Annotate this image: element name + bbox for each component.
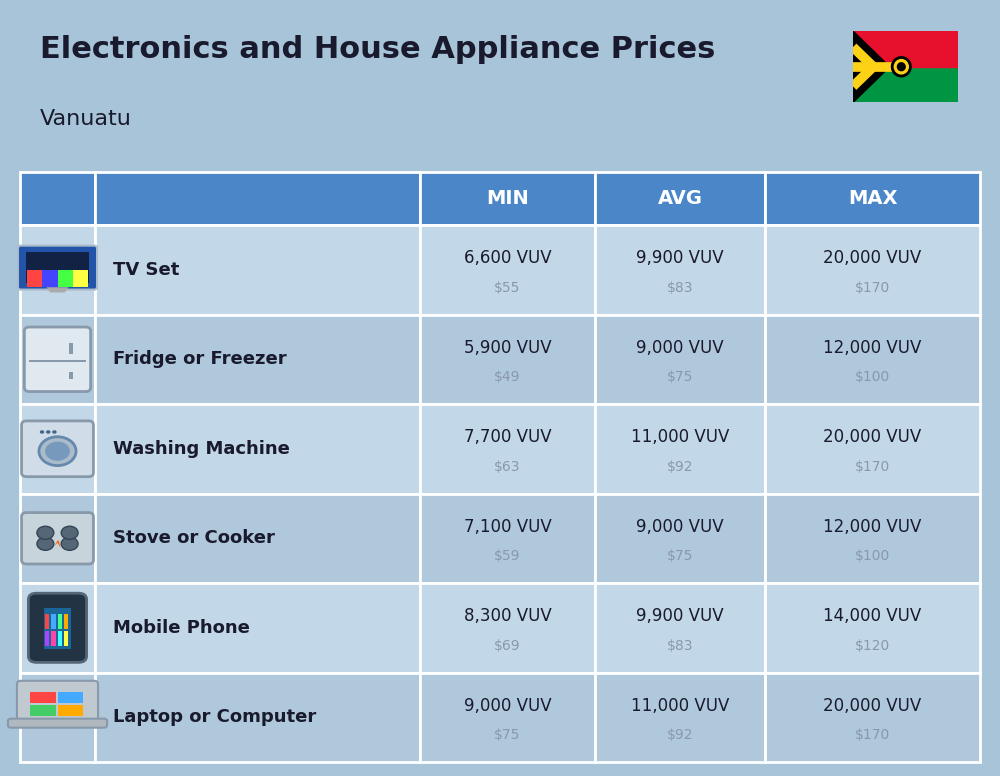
Text: $92: $92 <box>667 459 693 473</box>
Text: $69: $69 <box>494 639 521 653</box>
Text: 9,000 VUV: 9,000 VUV <box>636 518 724 535</box>
Text: 9,900 VUV: 9,900 VUV <box>636 607 724 625</box>
Text: Electronics and House Appliance Prices: Electronics and House Appliance Prices <box>40 35 715 64</box>
Text: 14,000 VUV: 14,000 VUV <box>823 607 922 625</box>
Text: 8,300 VUV: 8,300 VUV <box>464 607 551 625</box>
Polygon shape <box>853 31 890 102</box>
Text: $59: $59 <box>494 549 521 563</box>
Text: 9,900 VUV: 9,900 VUV <box>636 249 724 267</box>
Text: 7,100 VUV: 7,100 VUV <box>464 518 551 535</box>
Text: 9,000 VUV: 9,000 VUV <box>464 697 551 715</box>
Text: $75: $75 <box>667 549 693 563</box>
Text: 20,000 VUV: 20,000 VUV <box>823 428 922 446</box>
Text: 6,600 VUV: 6,600 VUV <box>464 249 551 267</box>
Text: 7,700 VUV: 7,700 VUV <box>464 428 551 446</box>
Bar <box>853 67 958 102</box>
Text: $55: $55 <box>494 281 521 295</box>
Text: AVG: AVG <box>657 189 702 208</box>
Bar <box>853 31 958 67</box>
Text: $75: $75 <box>494 728 521 742</box>
Text: 12,000 VUV: 12,000 VUV <box>823 338 922 357</box>
Text: Fridge or Freezer: Fridge or Freezer <box>113 350 287 369</box>
Text: MAX: MAX <box>848 189 897 208</box>
Text: 11,000 VUV: 11,000 VUV <box>631 428 729 446</box>
Text: $120: $120 <box>855 639 890 653</box>
Circle shape <box>894 60 908 74</box>
Text: 20,000 VUV: 20,000 VUV <box>823 249 922 267</box>
Circle shape <box>892 57 911 77</box>
Text: Laptop or Computer: Laptop or Computer <box>113 708 316 726</box>
Text: $100: $100 <box>855 549 890 563</box>
Text: $83: $83 <box>667 639 693 653</box>
Text: 11,000 VUV: 11,000 VUV <box>631 697 729 715</box>
Text: 9,000 VUV: 9,000 VUV <box>636 338 724 357</box>
Text: $75: $75 <box>667 370 693 384</box>
Text: $100: $100 <box>855 370 890 384</box>
Text: $63: $63 <box>494 459 521 473</box>
Text: $83: $83 <box>667 281 693 295</box>
Circle shape <box>897 63 905 71</box>
Text: MIN: MIN <box>486 189 529 208</box>
Text: $92: $92 <box>667 728 693 742</box>
Text: 12,000 VUV: 12,000 VUV <box>823 518 922 535</box>
Text: 20,000 VUV: 20,000 VUV <box>823 697 922 715</box>
Text: Stove or Cooker: Stove or Cooker <box>113 529 275 547</box>
Text: Vanuatu: Vanuatu <box>40 109 132 129</box>
Text: $170: $170 <box>855 281 890 295</box>
Text: Washing Machine: Washing Machine <box>113 440 290 458</box>
Text: Mobile Phone: Mobile Phone <box>113 618 250 637</box>
Text: TV Set: TV Set <box>113 261 179 279</box>
Text: 5,900 VUV: 5,900 VUV <box>464 338 551 357</box>
Text: $170: $170 <box>855 459 890 473</box>
Text: $170: $170 <box>855 728 890 742</box>
Text: $49: $49 <box>494 370 521 384</box>
